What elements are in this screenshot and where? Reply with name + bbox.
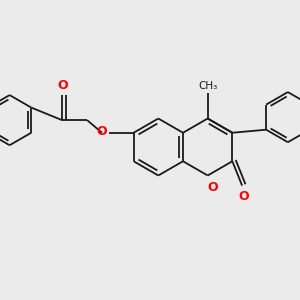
Text: O: O bbox=[238, 190, 249, 203]
Text: O: O bbox=[96, 125, 107, 138]
Text: CH₃: CH₃ bbox=[199, 81, 218, 91]
Text: O: O bbox=[57, 79, 68, 92]
Text: O: O bbox=[208, 181, 218, 194]
